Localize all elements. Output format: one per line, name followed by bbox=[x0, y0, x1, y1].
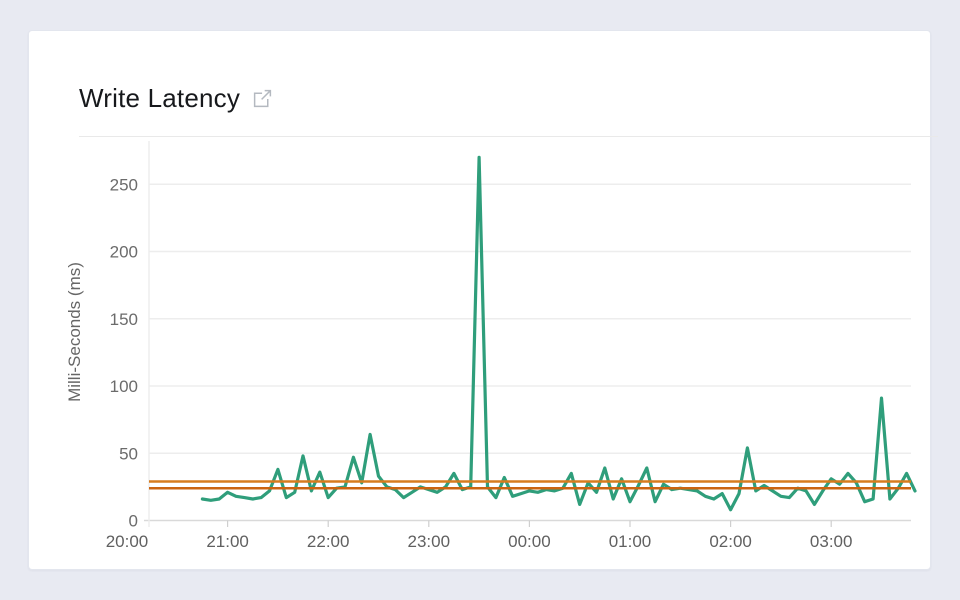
chart-canvas[interactable]: 0 50 100 150 200 250 20:00 21:00 22:00 23:00 00:00… bbox=[29, 31, 932, 571]
header-divider bbox=[79, 136, 938, 137]
svg-text:200: 200 bbox=[110, 243, 138, 262]
svg-text:250: 250 bbox=[110, 175, 138, 194]
svg-text:50: 50 bbox=[119, 444, 138, 463]
external-link-icon[interactable] bbox=[252, 88, 273, 109]
svg-text:0: 0 bbox=[129, 512, 138, 531]
svg-text:00:00: 00:00 bbox=[508, 532, 551, 551]
latency-chart[interactable]: 0 50 100 150 200 250 20:00 21:00 22:00 23:00 00:00… bbox=[29, 31, 932, 571]
svg-text:03:00: 03:00 bbox=[810, 532, 853, 551]
svg-text:23:00: 23:00 bbox=[408, 532, 451, 551]
svg-text:150: 150 bbox=[110, 310, 138, 329]
svg-text:22:00: 22:00 bbox=[307, 532, 350, 551]
svg-text:100: 100 bbox=[110, 377, 138, 396]
svg-text:02:00: 02:00 bbox=[709, 532, 752, 551]
svg-text:20:00: 20:00 bbox=[106, 532, 149, 551]
page-title: Write Latency bbox=[79, 83, 241, 113]
card-header: Write Latency bbox=[79, 85, 273, 111]
chart-card: Write Latency 0 50 100 150 200 250 20:00 21:00 2… bbox=[28, 30, 938, 571]
svg-text:01:00: 01:00 bbox=[609, 532, 652, 551]
svg-text:21:00: 21:00 bbox=[206, 532, 249, 551]
svg-text:Milli-Seconds (ms): Milli-Seconds (ms) bbox=[65, 262, 84, 402]
